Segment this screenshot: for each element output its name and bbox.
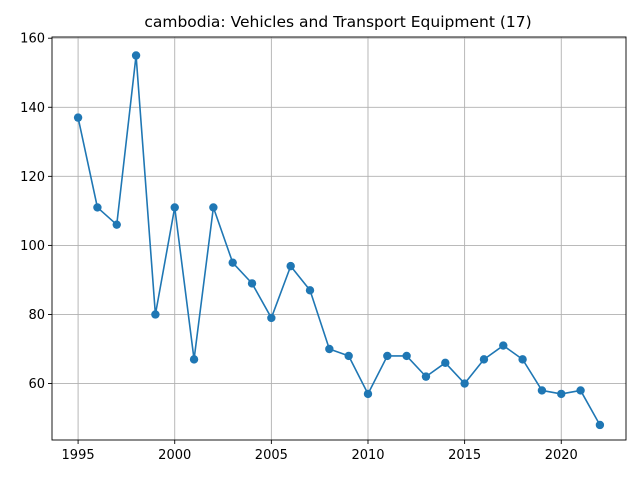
data-point xyxy=(402,351,411,361)
data-point xyxy=(286,261,295,271)
data-point xyxy=(325,344,334,354)
data-point xyxy=(363,389,373,399)
data-point xyxy=(305,286,315,295)
data-point xyxy=(93,203,102,212)
data-point xyxy=(518,355,527,364)
x-axis-ticks: 1995 2000 2005 2010 2015 2020 xyxy=(62,440,578,463)
data-point xyxy=(460,379,469,388)
chart-title: cambodia: Vehicles and Transport Equipme… xyxy=(144,13,531,31)
x-gridlines xyxy=(77,37,562,440)
data-point xyxy=(247,279,257,288)
data-point xyxy=(170,203,179,212)
x-tick-label: 1995 xyxy=(62,448,95,463)
x-tick-label: 2000 xyxy=(158,448,191,463)
data-point xyxy=(479,355,489,364)
x-tick-label: 2015 xyxy=(448,448,481,463)
data-point xyxy=(344,351,353,361)
data-point xyxy=(537,386,547,395)
data-point xyxy=(441,358,450,368)
data-point xyxy=(228,258,237,267)
y-gridlines xyxy=(52,37,626,384)
x-tick-label: 2005 xyxy=(255,448,288,463)
data-point xyxy=(383,351,392,361)
data-point xyxy=(189,355,199,364)
y-tick-label: 160 xyxy=(20,32,45,47)
y-tick-label: 80 xyxy=(28,308,45,323)
data-point xyxy=(499,341,508,350)
y-tick-label: 100 xyxy=(20,239,45,254)
series-layer xyxy=(73,51,605,430)
data-point xyxy=(557,389,566,399)
data-point xyxy=(112,220,121,229)
x-tick-label: 2020 xyxy=(545,448,578,463)
x-tick-label: 2010 xyxy=(351,448,384,463)
data-point xyxy=(421,372,431,381)
data-point xyxy=(131,51,141,60)
data-point xyxy=(267,313,276,323)
data-point xyxy=(151,310,160,319)
data-point xyxy=(209,203,218,212)
y-tick-label: 60 xyxy=(28,377,45,392)
data-point xyxy=(576,386,585,395)
y-tick-label: 140 xyxy=(20,101,45,116)
data-point xyxy=(73,113,83,122)
y-tick-label: 120 xyxy=(20,170,45,185)
plot-frame xyxy=(51,36,627,441)
y-axis-ticks: 60 80 100 120 140 160 xyxy=(20,32,52,392)
data-point xyxy=(595,420,605,430)
series-line xyxy=(77,54,601,426)
